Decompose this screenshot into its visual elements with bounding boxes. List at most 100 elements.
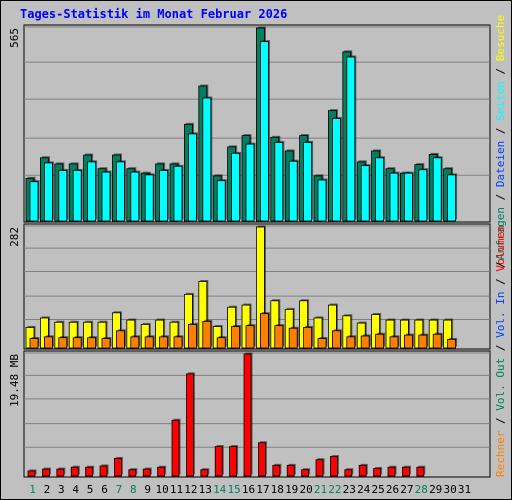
bar-rechner-day-20-face [303,327,313,349]
bar-seiten-day-22-face [331,118,341,222]
legend-right-top: Anfragen / Dateien / Seiten / Besuche [494,15,507,260]
bar-volumen-day-3-face [56,468,65,477]
x-tick-label-day-10: 10 [155,483,168,496]
bar-seiten-day-29-face [432,157,442,222]
bar-rechner-day-2 [44,335,54,349]
bar-seiten-day-6-face [101,171,111,222]
bar-volumen-day-15-face [229,446,238,477]
x-tick-label-day-11: 11 [170,483,183,496]
bar-rechner-day-29-face [432,333,442,349]
bar-volumen-day-25-face [373,468,382,477]
bar-seiten-day-27 [403,171,414,222]
bar-volumen-day-6 [99,464,109,477]
bar-seiten-day-22 [331,117,342,222]
bar-volumen-day-2 [42,467,51,477]
bar-seiten-day-6 [101,170,112,222]
bar-seiten-day-25-face [375,157,385,222]
bar-seiten-day-25 [375,156,386,222]
bar-rechner-day-30 [447,337,458,349]
bar-volumen-day-27-face [401,466,410,477]
bar-volumen-day-10 [157,465,167,477]
bar-volumen-day-28 [416,465,426,477]
bar-rechner-day-19-face [288,327,298,349]
bar-seiten-day-18-face [274,142,284,222]
bar-rechner-day-27-face [403,334,413,349]
x-tick-label-day-8: 8 [130,483,137,496]
x-tick-label-day-28: 28 [415,483,428,496]
legend-besuche: Besuche [494,15,507,61]
bar-rechner-day-23-face [346,336,356,349]
bar-rechner-day-22-face [331,330,341,349]
bar-volumen-day-20-face [301,469,310,477]
bar-volumen-day-9 [142,467,152,477]
bar-rechner-day-28-face [418,334,428,349]
bar-seiten-day-13-face [202,97,212,222]
legend-group-separator: / [494,261,507,268]
bar-rechner-day-11-face [173,336,183,349]
bar-seiten-day-21 [317,178,328,222]
x-tick-label-day-18: 18 [271,483,284,496]
bar-seiten-day-21-face [317,179,327,222]
bar-rechner-day-16 [245,324,256,349]
bar-seiten-day-7 [116,160,126,222]
bar-seiten-day-10-face [159,170,169,222]
bar-rechner-day-14 [216,336,227,349]
bar-volumen-day-5 [85,465,95,477]
bar-rechner-day-12-face [187,324,197,349]
bar-seiten-day-15 [231,151,242,222]
x-tick-label-day-6: 6 [101,483,108,496]
bar-rechner-day-19 [288,326,299,349]
bar-volumen-day-14-face [214,446,223,477]
bar-volumen-day-19 [286,463,296,477]
bar-rechner-day-15-face [231,326,241,349]
bar-rechner-day-10-face [159,336,169,349]
bar-seiten-day-28-face [418,169,428,222]
bar-rechner-day-3-face [58,337,68,349]
bar-rechner-day-18-face [274,325,284,349]
bar-rechner-day-18 [274,324,285,349]
bar-rechner-day-4-face [72,337,82,349]
bar-volumen-day-20 [301,468,311,477]
x-tick-label-day-5: 5 [87,483,94,496]
bar-seiten-day-18 [274,140,285,222]
bar-seiten-day-29 [432,156,443,222]
bar-volumen-day-21-face [315,459,324,477]
bar-seiten-day-3 [58,168,69,222]
bar-volumen-day-27 [401,465,411,477]
bar-seiten-day-26-face [389,172,399,222]
bar-volumen-day-23 [344,468,354,477]
bar-volumen-day-26-face [387,466,396,477]
panel-bottom-max-label: 19.48 MB [8,354,21,407]
bar-seiten-day-8-face [130,171,140,222]
bar-volumen-day-4-face [70,466,79,477]
bar-rechner-day-13-face [202,320,212,349]
bar-rechner-day-9 [144,335,155,349]
bar-rechner-day-16-face [245,325,255,349]
bar-rechner-day-11 [173,335,184,349]
bar-volumen-day-10-face [157,466,166,477]
bar-seiten-day-3-face [58,170,68,222]
legend-vol-in: Vol. In [494,292,507,338]
bar-rechner-day-5 [87,336,98,349]
legend-separator: / [494,411,507,431]
bar-seiten-day-9-face [144,174,154,222]
bar-seiten-day-12-face [187,133,197,222]
x-tick-label-day-20: 20 [299,483,312,496]
legend-dateien: Dateien [494,141,507,187]
bar-volumen-day-16 [243,352,253,477]
bar-seiten-day-28 [418,168,429,222]
bar-rechner-day-27 [403,333,414,349]
bar-volumen-day-9-face [142,468,151,477]
bar-rechner-day-25 [375,332,386,349]
bar-rechner-day-15 [231,325,242,349]
bar-seiten-day-10 [159,168,170,222]
x-tick-label-day-29: 29 [429,483,442,496]
bar-rechner-day-14-face [216,337,226,349]
bar-seiten-day-26 [389,171,400,222]
bar-volumen-day-21 [315,458,325,477]
bar-seiten-day-4 [72,168,83,222]
bar-seiten-day-24-face [360,165,370,222]
legend-separator: / [494,121,507,141]
bar-rechner-day-13 [202,319,213,349]
bar-volumen-day-2-face [42,468,50,477]
